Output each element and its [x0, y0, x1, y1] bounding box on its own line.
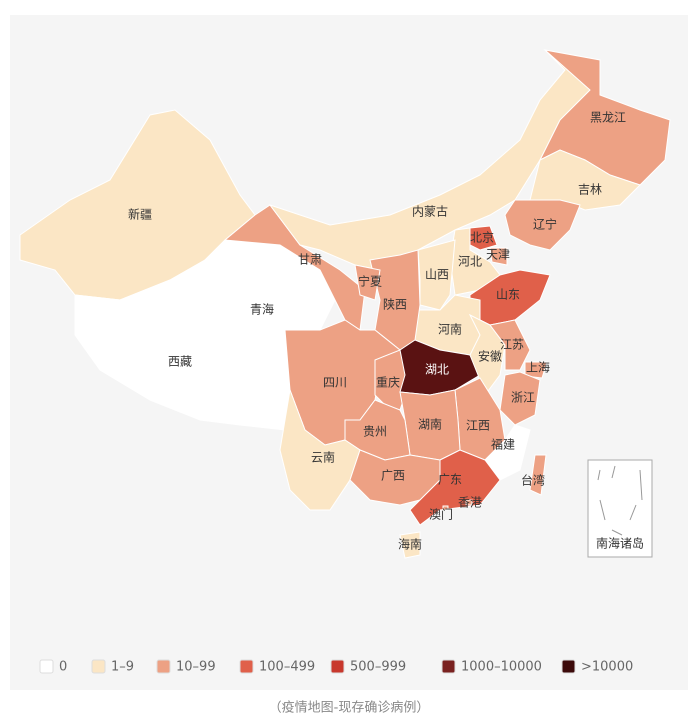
- inset-islands: [597, 465, 643, 536]
- province-label: 山东: [496, 288, 520, 302]
- province-label: 江西: [466, 419, 490, 433]
- province: [354, 264, 381, 301]
- province-label: 新疆: [128, 207, 152, 222]
- caption: （疫情地图-现存确诊病例）: [269, 700, 430, 716]
- province-label: 吉林: [578, 183, 602, 197]
- province: [465, 499, 473, 506]
- legend-swatch: [441, 659, 456, 674]
- province-label: 澳门: [429, 507, 453, 522]
- legend-label: 0: [59, 660, 67, 675]
- province-label: 辽宁: [533, 217, 557, 232]
- province-label: 黑龙江: [590, 111, 626, 125]
- province: [399, 531, 421, 559]
- province-label: 河南: [438, 322, 462, 337]
- province-label: 四川: [323, 376, 347, 390]
- province-label: 福建: [491, 437, 515, 452]
- province-label: 台湾: [521, 473, 545, 488]
- province: [524, 361, 548, 379]
- legend-swatch: [156, 659, 171, 674]
- province: [504, 199, 581, 251]
- legend-label: >10000: [581, 660, 633, 675]
- province-label: 西藏: [168, 355, 192, 369]
- province-label: 北京: [470, 231, 494, 245]
- legend-label: 1–9: [111, 660, 134, 675]
- province-label: 广西: [381, 469, 405, 483]
- province-label: 宁夏: [358, 274, 382, 289]
- province-label: 海南: [398, 537, 422, 552]
- inset-label: 南海诸岛: [596, 536, 644, 551]
- province: [399, 339, 481, 396]
- province-label: 广东: [438, 473, 462, 487]
- legend-swatch: [39, 659, 54, 674]
- legend-swatch: [239, 659, 254, 674]
- province-label: 陕西: [383, 297, 407, 312]
- province: [489, 319, 531, 371]
- province-label: 浙江: [511, 391, 535, 405]
- province-label: 香港: [458, 496, 482, 510]
- province-label: 内蒙古: [412, 204, 448, 219]
- province-label: 湖北: [425, 362, 449, 377]
- province-label: 贵州: [363, 425, 387, 439]
- legend-swatch: [330, 659, 345, 674]
- province-label: 山西: [425, 268, 449, 282]
- legend-swatch: [561, 659, 576, 674]
- province-label: 云南: [311, 450, 335, 465]
- province: [223, 204, 366, 331]
- province: [529, 454, 547, 496]
- legend-label: 1000–10000: [461, 660, 542, 675]
- province-label: 上海: [526, 360, 550, 375]
- province-label: 天津: [486, 248, 510, 262]
- inset: 南海诸岛: [587, 459, 653, 558]
- province-label: 重庆: [376, 376, 400, 390]
- province-label: 甘肃: [298, 253, 322, 267]
- province: [409, 449, 501, 526]
- province: [442, 505, 449, 511]
- legend-label: 100–499: [259, 660, 315, 675]
- province-label: 湖南: [418, 417, 442, 432]
- province-label: 安徽: [478, 349, 502, 364]
- province-label: 江苏: [500, 338, 524, 352]
- province: [489, 247, 508, 266]
- province-label: 青海: [250, 302, 274, 317]
- legend-label: 10–99: [176, 660, 216, 675]
- province-label: 河北: [458, 255, 482, 269]
- legend-swatch: [91, 659, 106, 674]
- legend-label: 500–999: [350, 660, 406, 675]
